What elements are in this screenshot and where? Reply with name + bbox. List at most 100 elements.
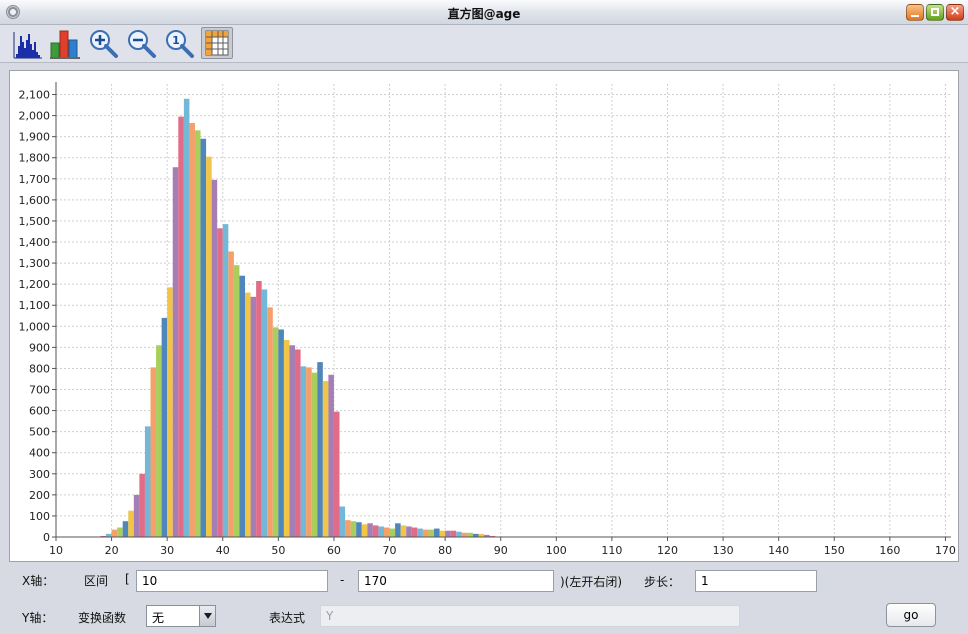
y-axis-label: Y轴： [22,611,54,625]
expression-label: 表达式 [269,611,306,625]
chevron-down-icon[interactable] [199,606,215,626]
zoom-reset-icon: 1 [166,30,194,58]
histogram-bar [367,523,373,537]
histogram-svg: 0 100 200 300 400 500 600 700 800 900 1,000 1,100 1,… [19,82,956,557]
histogram-bar [295,349,301,537]
histogram-bar [339,506,346,537]
bar-chart-button[interactable] [50,28,82,60]
histogram-bar [250,296,257,537]
range-from-input[interactable]: 10 [136,570,328,592]
histogram-bar [306,367,312,537]
y-tick-label: 1,300 [19,257,51,270]
x-tick-label: 20 [105,544,119,557]
x-tick-label: 100 [546,544,567,557]
histogram-bar [283,339,290,537]
x-tick-label: 120 [657,544,678,557]
histogram-bar [156,345,162,537]
histogram-bar [189,122,195,537]
histogram-bar [445,530,451,537]
close-button[interactable]: × [946,4,964,21]
histogram-bar [150,367,157,537]
histogram-bar [472,533,479,537]
histogram-bar [111,529,118,537]
histogram-bar [489,535,496,537]
table-icon [205,30,229,56]
x-axis-label: X轴： [22,574,55,588]
histogram-bar [456,531,462,537]
range-label: 区间 [84,574,109,588]
y-tick-label: 1,200 [19,278,51,291]
histogram-bar [372,525,379,537]
expression-input[interactable]: Y [320,605,740,627]
histogram-bar [222,224,229,537]
histogram-bar [206,156,212,537]
svg-text:1: 1 [172,34,180,47]
x-tick-label: 40 [216,544,230,557]
histogram-bar [117,527,123,537]
histogram-bar [245,292,251,537]
y-tick-label: 1,100 [19,299,51,312]
histogram-bar [422,529,429,537]
histogram-bar [400,525,407,537]
close-icon: × [949,4,961,19]
x-tick-label: 150 [824,544,845,557]
histogram-button[interactable] [12,28,44,60]
zoom-in-icon [90,30,118,58]
x-tick-label: 90 [494,544,508,557]
y-tick-label: 200 [29,489,50,502]
histogram-bar [417,528,423,537]
histogram-bar [128,510,134,537]
toolbar: 1 [0,25,968,63]
y-tick-label: 1,400 [19,236,51,249]
y-tick-label: 900 [29,341,50,354]
histogram-bar [172,167,179,537]
y-tick-label: 1,500 [19,215,51,228]
y-tick-label: 2,100 [19,89,51,102]
x-tick-label: 170 [935,544,956,557]
histogram-bar [122,521,129,537]
y-tick-label: 700 [29,384,50,397]
range-dash: - [340,573,345,587]
histogram-chart[interactable]: 0 100 200 300 400 500 600 700 800 900 1,000 1,100 1,… [9,70,959,562]
histogram-bar [439,530,446,537]
histogram-bar [183,98,190,537]
histogram-bar [328,374,334,537]
y-tick-label: 600 [29,405,50,418]
histogram-bar [267,307,273,537]
maximize-button[interactable] [926,4,944,21]
window-title: 直方图@age [447,7,521,21]
histogram-bar [167,287,173,537]
zoom-reset-button[interactable]: 1 [164,28,196,60]
histogram-bar [361,524,368,537]
histogram-bar [300,366,307,537]
range-open-bracket: [ [125,572,130,586]
transform-select[interactable]: 无 [146,605,216,627]
histogram-bar [317,362,323,537]
y-tick-label: 2,000 [19,110,51,123]
x-tick-label: 10 [49,544,63,557]
histogram-bar [289,345,296,537]
title-bar: 直方图@age × [0,0,968,25]
histogram-bar [434,528,440,537]
histogram-bar [411,527,418,537]
histogram-bar [106,533,112,537]
transform-select-value: 无 [152,611,165,625]
histogram-bar [139,473,145,537]
zoom-out-button[interactable] [126,28,158,60]
histogram-bar [200,138,207,537]
x-tick-label: 110 [601,544,622,557]
histogram-bar [194,130,201,537]
step-input[interactable]: 1 [695,570,817,592]
y-tick-label: 400 [29,447,50,460]
histogram-bar [450,530,457,537]
zoom-in-button[interactable] [88,28,120,60]
histogram-bar [350,521,357,537]
y-tick-label: 1,600 [19,194,51,207]
go-button[interactable]: go [886,603,936,627]
range-to-input[interactable]: 170 [358,570,554,592]
table-view-button[interactable] [201,27,233,59]
histogram-bar [467,532,473,537]
minimize-button[interactable] [906,4,924,21]
histogram-bar [217,228,223,537]
y-tick-label: 1,000 [19,320,51,333]
